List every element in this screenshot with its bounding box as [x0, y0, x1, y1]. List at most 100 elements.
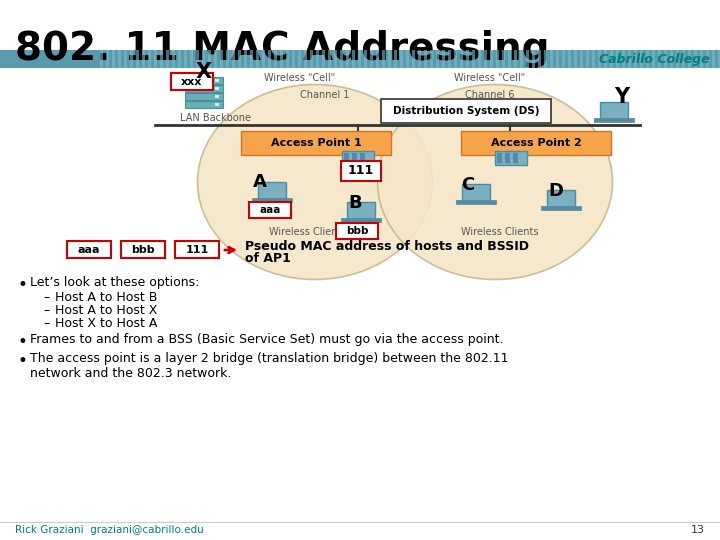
Bar [238, 50, 241, 68]
Bar [358, 50, 361, 68]
Text: •: • [18, 333, 28, 351]
Bar [688, 50, 691, 68]
Bar [600, 102, 628, 120]
Bar [226, 50, 229, 68]
Bar [286, 50, 289, 68]
Bar [215, 95, 219, 98]
Bar [142, 50, 145, 68]
Bar [694, 50, 697, 68]
FancyBboxPatch shape [67, 241, 111, 258]
Bar [478, 50, 481, 68]
Bar [360, 153, 365, 163]
Bar [328, 50, 331, 68]
Bar [430, 50, 433, 68]
Bar [382, 50, 385, 68]
Bar [616, 50, 619, 68]
Bar [268, 50, 271, 68]
Bar [346, 50, 349, 68]
Bar [628, 50, 631, 68]
Text: 111: 111 [185, 245, 209, 255]
Bar [154, 50, 157, 68]
Bar [658, 50, 661, 68]
Bar [652, 50, 655, 68]
Text: bbb: bbb [346, 226, 368, 236]
Text: Channel 1: Channel 1 [300, 90, 350, 100]
Bar [513, 153, 518, 163]
Text: C: C [462, 176, 474, 194]
Bar [185, 85, 223, 92]
FancyBboxPatch shape [121, 241, 165, 258]
Bar [250, 50, 253, 68]
Bar [215, 79, 219, 82]
Bar [340, 50, 343, 68]
Bar [172, 50, 175, 68]
Bar [505, 153, 510, 163]
Bar [220, 50, 223, 68]
Bar [334, 50, 337, 68]
Bar [322, 50, 325, 68]
Bar [0, 50, 720, 68]
Bar [670, 50, 673, 68]
Bar [664, 50, 667, 68]
FancyBboxPatch shape [171, 73, 213, 90]
Bar [341, 218, 381, 222]
Text: B: B [348, 194, 362, 212]
Text: aaa: aaa [259, 205, 281, 215]
Bar [178, 50, 181, 68]
Text: Rick Graziani  graziani@cabrillo.edu: Rick Graziani graziani@cabrillo.edu [15, 525, 204, 535]
Bar [258, 182, 286, 200]
Text: 13: 13 [691, 525, 705, 535]
Bar [190, 50, 193, 68]
Bar [460, 50, 463, 68]
Bar [292, 50, 295, 68]
Text: xxx: xxx [181, 77, 203, 87]
Bar [160, 50, 163, 68]
Bar [472, 50, 475, 68]
Bar [136, 50, 139, 68]
Bar [712, 50, 715, 68]
Bar [448, 50, 451, 68]
Bar [586, 50, 589, 68]
Bar [316, 50, 319, 68]
Text: The access point is a layer 2 bridge (translation bridge) between the 802.11
net: The access point is a layer 2 bridge (tr… [30, 352, 508, 380]
FancyBboxPatch shape [341, 161, 381, 181]
Bar [454, 50, 457, 68]
Bar [594, 118, 634, 122]
Text: A: A [253, 173, 267, 191]
Bar [634, 50, 637, 68]
Bar [580, 50, 583, 68]
Text: Wireless Clients: Wireless Clients [269, 227, 347, 237]
Bar [442, 50, 445, 68]
Bar [202, 50, 205, 68]
Text: Pseudo MAC address of hosts and BSSID: Pseudo MAC address of hosts and BSSID [245, 240, 529, 253]
Bar [244, 50, 247, 68]
Bar [352, 153, 357, 163]
Bar [298, 50, 301, 68]
Bar [462, 184, 490, 202]
Text: Access Point 2: Access Point 2 [490, 138, 581, 148]
Bar [130, 50, 133, 68]
Bar [394, 50, 397, 68]
Text: Wireless "Cell": Wireless "Cell" [264, 73, 336, 83]
Bar [640, 50, 643, 68]
Text: –: – [43, 291, 49, 304]
Bar [280, 50, 283, 68]
Bar [214, 50, 217, 68]
Bar [412, 50, 415, 68]
Bar [148, 50, 151, 68]
FancyBboxPatch shape [381, 99, 551, 123]
Bar [526, 50, 529, 68]
Bar [497, 153, 502, 163]
Bar [347, 202, 375, 220]
Bar [532, 50, 535, 68]
Bar [598, 50, 601, 68]
Bar [185, 77, 223, 84]
Bar [592, 50, 595, 68]
Bar [484, 50, 487, 68]
Ellipse shape [377, 84, 613, 280]
Bar [622, 50, 625, 68]
Bar [538, 50, 541, 68]
Text: Frames to and from a BSS (Basic Service Set) must go via the access point.: Frames to and from a BSS (Basic Service … [30, 333, 503, 346]
Bar [610, 50, 613, 68]
Bar [215, 103, 219, 106]
